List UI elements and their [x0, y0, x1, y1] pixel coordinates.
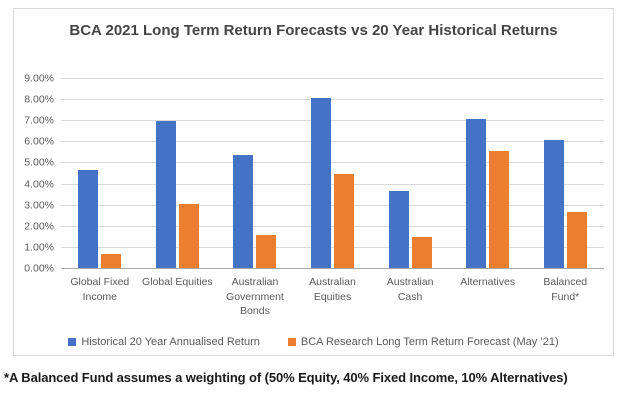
- bar-forecast: [101, 254, 122, 269]
- legend: Historical 20 Year Annualised Return BCA …: [14, 336, 613, 348]
- legend-item-forecast: BCA Research Long Term Return Forecast (…: [287, 336, 559, 349]
- bar-historical: [466, 119, 487, 269]
- gridline: [61, 141, 604, 143]
- y-axis-tick-label: 9.00%: [24, 72, 54, 85]
- chart-title: BCA 2021 Long Term Return Forecasts vs 2…: [69, 22, 558, 39]
- y-axis-tick-label: 8.00%: [24, 93, 54, 106]
- bar-historical: [311, 98, 332, 269]
- legend-swatch-forecast: [287, 338, 296, 347]
- bar-forecast: [566, 212, 587, 269]
- gridline: [61, 204, 604, 206]
- bar-historical: [155, 121, 176, 269]
- bar-historical: [543, 140, 564, 269]
- y-axis-tick-label: 7.00%: [24, 114, 54, 127]
- chart-title-area: BCA 2021 Long Term Return Forecasts vs 2…: [14, 9, 613, 79]
- gridline: [61, 246, 604, 248]
- bar-group: [139, 79, 217, 269]
- bar-forecast: [334, 174, 355, 269]
- x-axis-line: [61, 268, 604, 269]
- gridline: [61, 225, 604, 227]
- x-axis-category-label: Australian Government Bonds: [226, 276, 284, 318]
- bar-historical: [388, 190, 409, 269]
- x-axis-category-label: Global Equities: [142, 276, 213, 288]
- x-axis-category-label: Australian Equities: [309, 276, 356, 303]
- legend-swatch-historical: [68, 338, 77, 347]
- bar-forecast: [178, 203, 199, 269]
- y-axis-tick-label: 4.00%: [24, 178, 54, 191]
- bar-historical: [233, 155, 254, 269]
- bar-group: [449, 79, 527, 269]
- bar-group: [294, 79, 372, 269]
- gridline: [61, 120, 604, 122]
- bar-group: [216, 79, 294, 269]
- gridline: [61, 183, 604, 185]
- y-axis-tick-label: 6.00%: [24, 135, 54, 148]
- gridline: [61, 99, 604, 101]
- gridline: [61, 162, 604, 164]
- plot-area: 0.00% 1.00% 2.00% 3.00% 4.00% 5.00% 6.00% 7.00%…: [24, 73, 604, 275]
- bar-group: [371, 79, 449, 269]
- bar-historical: [78, 169, 99, 269]
- x-axis-category-label: Balanced Fund*: [543, 276, 588, 303]
- legend-label: Historical 20 Year Annualised Return: [81, 336, 260, 349]
- gridlines-layer: 0.00% 1.00% 2.00% 3.00% 4.00% 5.00% 6.00% 7.00%…: [24, 73, 604, 275]
- bar-forecast: [489, 150, 510, 269]
- y-axis-tick-label: 1.00%: [24, 241, 54, 254]
- y-axis-tick-label: 5.00%: [24, 156, 54, 169]
- x-axis-category-label: Global Fixed Income: [70, 276, 130, 303]
- bar-forecast: [256, 235, 277, 269]
- legend-label: BCA Research Long Term Return Forecast (…: [300, 336, 559, 349]
- gridline: [61, 78, 604, 79]
- chart-footnote: *A Balanced Fund assumes a weighting of …: [4, 370, 568, 385]
- x-axis-category-label: Alternatives: [460, 276, 516, 288]
- chart-container: BCA 2021 Long Term Return Forecasts vs 2…: [13, 8, 614, 356]
- y-axis-tick-label: 3.00%: [24, 199, 54, 212]
- bar-group: [526, 79, 604, 269]
- x-axis-category-label: Australian Cash: [386, 276, 434, 303]
- x-axis-labels: Global Fixed Income Global Equities Austra…: [61, 269, 604, 319]
- legend-item-historical: Historical 20 Year Annualised Return: [68, 336, 260, 348]
- bar-group: [61, 79, 139, 269]
- bar-groups-layer: [61, 79, 604, 269]
- bar-forecast: [411, 237, 432, 269]
- y-axis-tick-label: 2.00%: [24, 220, 54, 233]
- y-axis-tick-label: 0.00%: [24, 262, 54, 275]
